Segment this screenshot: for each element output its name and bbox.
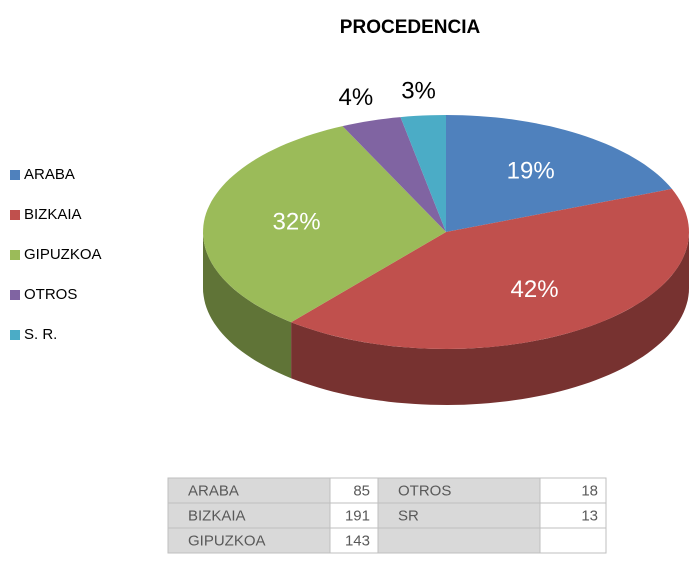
data-label: 4% [339,84,374,111]
table-cell [539,527,607,554]
legend-swatch [10,250,20,260]
legend-swatch [10,330,20,340]
table-text: SR [398,507,419,524]
slice [203,126,446,323]
legend-label: GIPUZKOA [24,246,102,263]
table-cell [167,477,331,504]
slice [400,115,446,232]
legend-swatch [10,210,20,220]
table-text: 85 [353,482,370,499]
table-text: 143 [345,532,370,549]
slice-side [291,232,689,405]
legend-label: ARABA [24,166,75,183]
slice [446,115,672,232]
slice [342,117,446,232]
legend-label: BIZKAIA [24,206,82,223]
legend-label: S. R. [24,326,57,343]
table-text: ARABA [188,482,239,499]
table-text: 13 [581,507,598,524]
table-text: 18 [581,482,598,499]
table-text: OTROS [398,482,451,499]
table-text: 191 [345,507,370,524]
data-label: 32% [273,208,321,235]
table-text: GIPUZKOA [188,532,266,549]
legend-swatch [10,290,20,300]
data-label: 3% [401,78,436,105]
table-cell [377,527,541,554]
data-label: 42% [511,276,559,303]
slice [291,188,689,349]
table-cell [377,502,541,529]
table-cell [329,527,379,554]
table-cell [539,502,607,529]
table-cell [329,477,379,504]
chart-title: PROCEDENCIA [340,17,481,38]
table-text: BIZKAIA [188,507,246,524]
legend-label: OTROS [24,286,77,303]
slice-side [203,232,292,379]
data-label: 19% [507,157,555,184]
legend-swatch [10,170,20,180]
table-cell [167,527,331,554]
